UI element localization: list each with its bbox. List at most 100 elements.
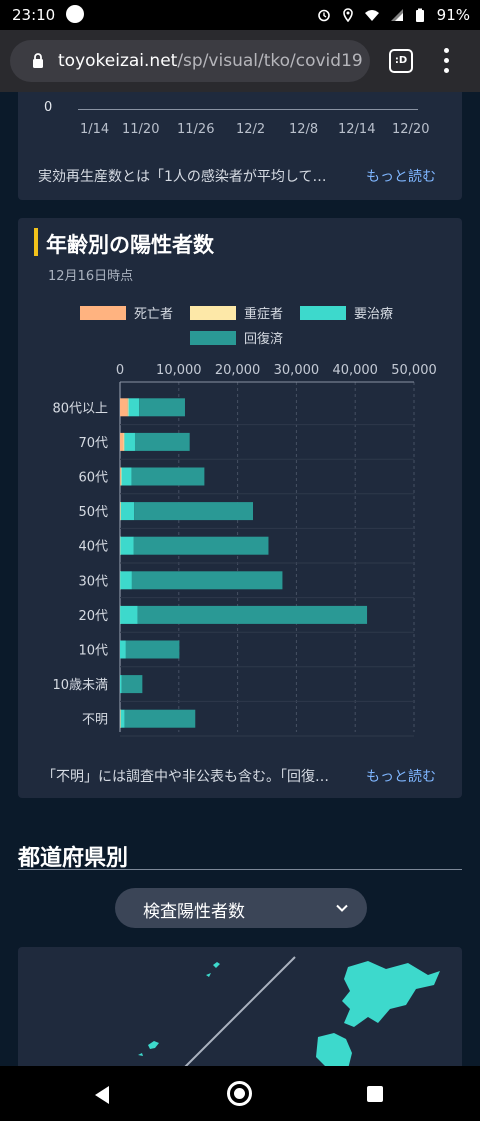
category-label: 20代 — [78, 609, 108, 624]
category-label: 70代 — [78, 436, 108, 451]
bar-segment-treatment — [124, 432, 135, 451]
bar-segment-recovered — [131, 571, 283, 590]
bar-segment-recovered — [125, 640, 180, 659]
x-tick-label: 50,000 — [391, 363, 437, 378]
category-label: 40代 — [78, 540, 108, 555]
bar-segment-severe — [123, 432, 125, 451]
bar-segment-severe — [120, 467, 122, 486]
signal-icon — [390, 9, 403, 21]
legend-label: 要治療 — [354, 307, 394, 322]
bar-segment-treatment — [120, 571, 132, 590]
japan-map-card — [18, 947, 462, 1069]
bar-segment-dead — [120, 398, 128, 417]
category-label: 30代 — [78, 574, 108, 589]
category-label: 10代 — [78, 644, 108, 659]
chart-note: 「不明」には調査中や非公表も含む。「回復… — [42, 769, 329, 785]
url-path: /sp/visual/tko/covid19 — [177, 51, 363, 71]
x-tick-label: 10,000 — [156, 363, 202, 378]
status-icons: 91% — [317, 6, 470, 24]
legend-label: 重症者 — [244, 307, 284, 322]
chevron-down-icon — [336, 904, 348, 912]
y-axis-zero-label: 0 — [44, 100, 53, 115]
url-text[interactable]: toyokeizai.net/sp/visual/tko/covid19 — [58, 51, 363, 71]
category-label: 80代以上 — [52, 401, 108, 416]
bar-segment-severe — [127, 398, 129, 417]
battery-icon — [415, 8, 424, 22]
home-icon[interactable] — [227, 1081, 252, 1106]
bar-segment-treatment — [128, 398, 140, 417]
legend-item-severe[interactable]: 重症者 — [190, 303, 283, 322]
age-bar-chart: 0 10,000 20,000 30,000 40,000 50,000 80代以上 70代 6… — [52, 363, 437, 737]
bar-segment-treatment — [120, 640, 126, 659]
bar-segment-recovered — [121, 675, 143, 694]
bar-segment-recovered — [133, 536, 269, 555]
select-value: 検査陽性者数 — [143, 902, 245, 922]
recent-apps-icon[interactable] — [367, 1086, 383, 1102]
reproduction-number-card: 0 1/14 11/20 11/26 12/2 12/8 12/14 12/20… — [18, 92, 462, 200]
baseline — [78, 109, 418, 110]
japan-map[interactable] — [18, 947, 462, 1069]
bar-segment-recovered — [137, 605, 368, 624]
read-more-link[interactable]: もっと読む — [366, 169, 436, 185]
okinawa-islands — [138, 962, 220, 1056]
legend-swatch — [300, 305, 346, 320]
category-label: 50代 — [78, 505, 108, 520]
lock-icon — [33, 53, 43, 68]
browser-toolbar: toyokeizai.net/sp/visual/tko/covid19 :D — [0, 30, 480, 92]
back-icon[interactable] — [93, 1085, 111, 1105]
status-bar: 23:10 91% — [0, 0, 480, 30]
overflow-menu-icon[interactable] — [444, 48, 450, 74]
category-label: 不明 — [82, 713, 108, 728]
map-inset-divider — [182, 956, 296, 1069]
title-accent-bar — [34, 228, 38, 256]
card-title: 年齢別の陽性者数 — [46, 233, 214, 257]
x-tick-label: 40,000 — [332, 363, 378, 378]
bar-segment-treatment — [120, 675, 122, 694]
bar-segment-treatment — [120, 536, 134, 555]
x-tick-label: 12/8 — [289, 122, 319, 137]
bar-segment-recovered — [134, 432, 190, 451]
x-tick-label: 1/14 — [80, 122, 110, 137]
bar-segment-treatment — [120, 502, 135, 521]
x-tick-label: 11/20 — [122, 122, 160, 137]
metric-select[interactable]: 検査陽性者数 — [115, 888, 367, 928]
as-of-date: 12月16日時点 — [48, 269, 134, 284]
address-bar[interactable]: toyokeizai.net/sp/visual/tko/covid19 — [10, 40, 370, 82]
honshu-north-shape — [316, 1033, 352, 1069]
bar-segment-recovered — [131, 467, 205, 486]
legend-item-recovered[interactable]: 回復済 — [190, 328, 283, 347]
bar-segment-treatment — [120, 605, 138, 624]
bar-segment-recovered — [124, 709, 196, 728]
bar-segment-treatment — [120, 709, 125, 728]
category-label: 10歳未満 — [52, 678, 108, 693]
legend-swatch — [190, 305, 236, 320]
tab-switcher-icon[interactable]: :D — [389, 49, 413, 73]
x-tick-label: 12/14 — [338, 122, 376, 137]
x-tick-label: 20,000 — [215, 363, 261, 378]
bar-segment-treatment — [121, 467, 132, 486]
legend-item-treatment[interactable]: 要治療 — [300, 303, 393, 322]
legend-label: 回復済 — [244, 332, 284, 347]
system-nav-bar — [0, 1066, 480, 1121]
x-tick-label: 30,000 — [274, 363, 320, 378]
bar-segment-dead — [120, 467, 121, 486]
category-label: 60代 — [78, 471, 108, 486]
x-tick-label: 12/2 — [236, 122, 266, 137]
bar-segment-dead — [120, 432, 124, 451]
legend-item-dead[interactable]: 死亡者 — [80, 303, 173, 322]
x-tick-label: 11/26 — [177, 122, 215, 137]
x-tick-label: 12/20 — [392, 122, 430, 137]
status-time: 23:10 — [12, 6, 56, 24]
notification-app-icon — [66, 5, 84, 23]
legend-swatch — [80, 305, 126, 320]
section-divider — [18, 869, 462, 870]
read-more-link[interactable]: もっと読む — [366, 769, 436, 785]
alarm-icon — [317, 9, 330, 22]
legend-swatch — [190, 330, 236, 345]
reproduction-description: 実効再生産数とは「1人の感染者が平均して… — [38, 169, 327, 185]
legend-label: 死亡者 — [134, 307, 174, 322]
url-host: toyokeizai.net — [58, 51, 178, 71]
bar-segment-recovered — [134, 502, 254, 521]
hokkaido-shape — [342, 961, 440, 1027]
bar-segment-recovered — [139, 398, 185, 417]
